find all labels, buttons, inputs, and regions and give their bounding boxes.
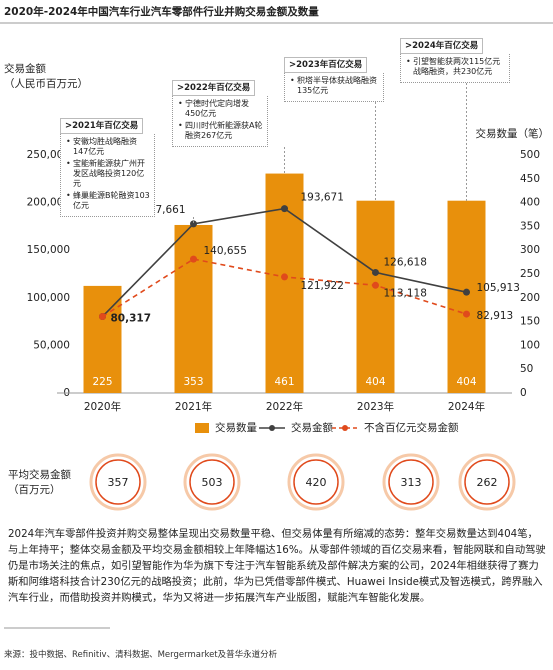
y2-tick-label: 400 [520, 197, 540, 209]
line-point [190, 220, 197, 228]
data-label: 105,913 [477, 282, 520, 294]
legend-label: 不含百亿元交易金额 [364, 421, 459, 434]
annotation-body: 引望智能获两次115亿元战略融资，共230亿元 [400, 54, 510, 83]
annotation-body: 积塔半导体获战略融资135亿元 [284, 73, 384, 102]
x-tick-label: 2022年 [266, 400, 303, 413]
line-point [281, 273, 288, 281]
annotation-box: >2021年百亿交易安徽均胜战略融资147亿元宝能新能源获广州开发区战略投资12… [60, 118, 155, 217]
y2-tick-label: 0 [520, 387, 527, 399]
data-label: 126,618 [384, 256, 427, 268]
average-value: 313 [401, 476, 422, 489]
y2-tick-label: 350 [520, 220, 540, 232]
annotation-box: >2024年百亿交易引望智能获两次115亿元战略融资，共230亿元 [400, 38, 510, 83]
annotation-box: >2023年百亿交易积塔半导体获战略融资135亿元 [284, 57, 384, 102]
annotation-body: 宁德时代定向增发450亿元四川时代新能源获A轮融资267亿元 [172, 96, 268, 147]
bar [356, 200, 395, 393]
x-tick-label: 2020年 [84, 400, 121, 413]
y2-tick-label: 250 [520, 268, 540, 280]
data-label: 113,118 [384, 287, 427, 299]
annotation-item: 宝能新能源获广州开发区战略投资120亿元 [65, 159, 151, 189]
y-axis-unit: （人民币百万元） [4, 78, 88, 90]
y2-tick-label: 300 [520, 244, 540, 256]
y2-axis-title: 交易数量（笔） [476, 127, 550, 140]
average-ring-outer [287, 453, 345, 511]
legend-swatch [269, 425, 275, 431]
line-point [281, 205, 288, 213]
y2-tick-label: 150 [520, 316, 540, 328]
source: 来源：投中数据、Refinitiv、清科数据、Mergermarket及普华永道… [4, 650, 278, 660]
average-unit: （百万元） [8, 484, 61, 496]
annotation-title: >2024年百亿交易 [400, 38, 484, 54]
annotation-item: 积塔半导体获战略融资135亿元 [289, 76, 380, 96]
x-tick-label: 2024年 [448, 400, 485, 413]
line-point [463, 310, 470, 318]
bar-value-label: 404 [365, 376, 385, 388]
average-ring [388, 459, 434, 505]
annotation-title: >2023年百亿交易 [284, 57, 368, 73]
y2-tick-label: 200 [520, 292, 540, 304]
data-label: 193,671 [301, 192, 344, 204]
x-tick-label: 2021年 [175, 400, 212, 413]
line-point [372, 268, 379, 276]
annotation-item: 宁德时代定向增发450亿元 [177, 99, 264, 119]
data-label: 82,913 [477, 310, 514, 322]
data-label: 140,655 [204, 245, 247, 257]
legend-swatch [342, 425, 348, 431]
average-ring-outer [458, 453, 516, 511]
line-point [372, 281, 379, 289]
x-tick-label: 2023年 [357, 400, 394, 413]
bar-value-label: 225 [92, 376, 112, 388]
y2-tick-label: 500 [520, 149, 540, 161]
bar-value-label: 353 [183, 376, 203, 388]
legend-label: 交易金额 [291, 421, 333, 434]
annotation-box: >2022年百亿交易宁德时代定向增发450亿元四川时代新能源获A轮融资267亿元 [172, 80, 268, 147]
line-point [99, 313, 106, 321]
y-tick-label: 200,000 [27, 197, 70, 209]
annotation-body: 安徽均胜战略融资147亿元宝能新能源获广州开发区战略投资120亿元蜂巢能源B轮融… [60, 134, 155, 217]
average-ring [293, 459, 339, 505]
annotation-item: 蜂巢能源B轮融资103亿元 [65, 191, 151, 211]
average-value: 357 [108, 476, 129, 489]
legend-swatch [195, 423, 209, 433]
annotation-item: 引望智能获两次115亿元战略融资，共230亿元 [405, 57, 506, 77]
average-ring [189, 459, 235, 505]
y2-tick-label: 50 [520, 363, 533, 375]
y2-tick-label: 450 [520, 173, 540, 185]
annotation-title: >2021年百亿交易 [60, 118, 144, 134]
bar-value-label: 404 [456, 376, 476, 388]
annotation-title: >2022年百亿交易 [172, 80, 256, 96]
bar [174, 224, 213, 393]
y-tick-label: 50,000 [33, 339, 70, 351]
y-tick-label: 100,000 [27, 292, 70, 304]
annotation-item: 安徽均胜战略融资147亿元 [65, 137, 151, 157]
average-label: 平均交易金额 [8, 468, 71, 481]
average-value: 420 [306, 476, 327, 489]
y-tick-label: 150,000 [27, 244, 70, 256]
y-tick-label: 250,000 [27, 149, 70, 161]
average-ring-outer [89, 453, 147, 511]
legend-label: 交易数量 [215, 421, 257, 434]
average-ring [95, 459, 141, 505]
bar [447, 200, 486, 393]
y2-tick-label: 100 [520, 339, 540, 351]
annotation-item: 四川时代新能源获A轮融资267亿元 [177, 121, 264, 141]
line-point [190, 255, 197, 263]
page-title: 2020年-2024年中国汽车行业汽车零部件行业并购交易金额及数量 [4, 5, 319, 18]
average-ring-outer [183, 453, 241, 511]
data-label: 80,317 [111, 313, 152, 325]
bar-value-label: 461 [274, 376, 294, 388]
average-ring-outer [382, 453, 440, 511]
data-label: 121,922 [301, 280, 344, 292]
average-value: 262 [477, 476, 498, 489]
paragraph: 2024年汽车零部件投资并购交易整体呈现出交易数量平稳、但交易体量有所缩减的态势… [8, 528, 546, 604]
average-value: 503 [202, 476, 223, 489]
line-point [463, 288, 470, 296]
average-ring [464, 459, 510, 505]
y-axis-title: 交易金额 [4, 62, 46, 75]
